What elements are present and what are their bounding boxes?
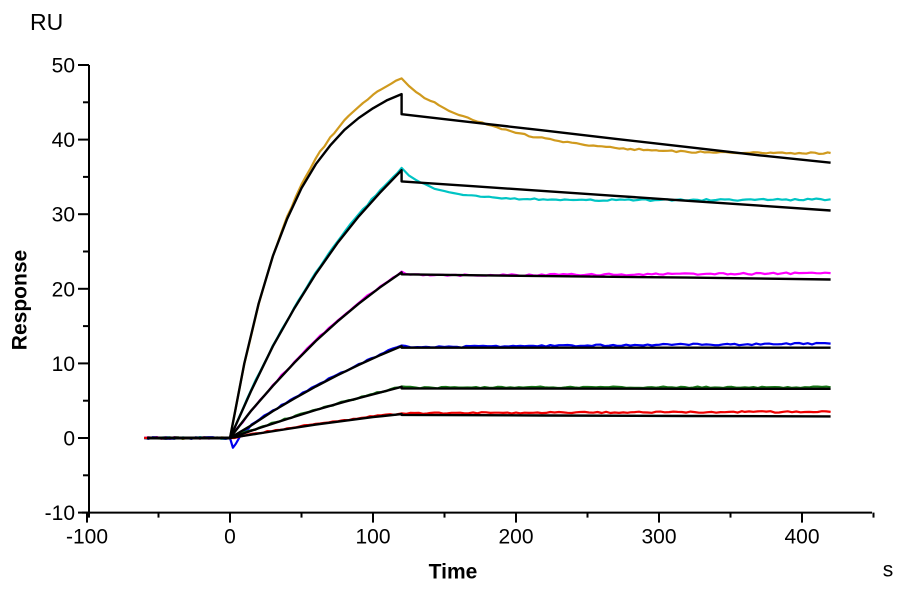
x-tick-label: -100 <box>66 526 108 549</box>
x-tick-label: 400 <box>784 526 819 549</box>
y-tick-label: -10 <box>45 502 75 525</box>
fit-curve-1-line <box>147 92 831 440</box>
y-axis-title: Response <box>8 249 32 351</box>
measured-curve-1-line <box>144 77 831 440</box>
fit-curve-3-line <box>147 271 831 440</box>
y-axis-unit-label: RU <box>30 9 64 35</box>
fit-curve-4-line <box>147 345 831 440</box>
y-tick-label: 10 <box>52 353 75 376</box>
y-tick-label: 40 <box>52 129 75 152</box>
x-tick-label: 100 <box>355 526 390 549</box>
x-tick-label: 200 <box>498 526 533 549</box>
x-axis-unit-label: s <box>882 558 894 582</box>
y-tick-label: 30 <box>52 204 75 227</box>
fit-curve-6-line <box>147 412 831 440</box>
x-tick-label: 300 <box>641 526 676 549</box>
x-tick-label: 0 <box>224 526 236 549</box>
y-tick-label: 0 <box>63 428 75 451</box>
y-tick-label: 50 <box>52 55 75 78</box>
y-tick-label: 20 <box>52 278 75 301</box>
fit-curve-2-line <box>147 168 831 440</box>
x-axis-title: Time <box>428 560 478 584</box>
